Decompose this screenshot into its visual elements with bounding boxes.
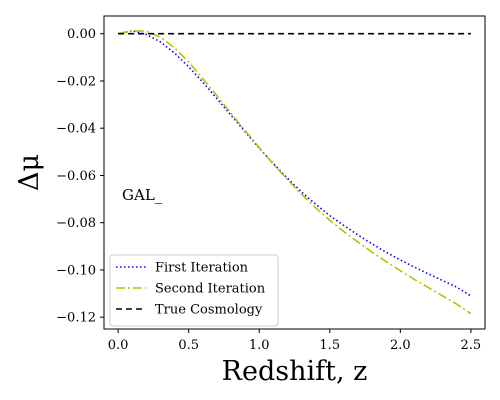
- y-tick-label: −0.10: [56, 263, 96, 278]
- y-tick-label: 0.00: [67, 27, 96, 42]
- chart-annotation: GAL_: [122, 186, 163, 204]
- y-tick-label: −0.08: [56, 216, 96, 231]
- series-layer: [117, 29, 472, 315]
- y-tick-label: −0.02: [56, 74, 96, 89]
- x-tick-label: 0.0: [108, 338, 129, 353]
- legend-label: First Iteration: [155, 261, 249, 276]
- legend-label: True Cosmology: [155, 303, 263, 318]
- x-tick-label: 1.0: [249, 338, 270, 353]
- legend-box: [109, 254, 279, 327]
- plot-frame: [103, 15, 486, 330]
- axes-layer: 0.0 0.5 1.0 1.5 2.0 2.5 0.00 −0.02 −0.04 −0.06 −0.…: [56, 15, 486, 353]
- y-tick-label: −0.04: [56, 122, 96, 137]
- x-tick-label: 1.5: [319, 338, 340, 353]
- y-tick-label: −0.06: [56, 169, 96, 184]
- legend: First Iteration Second Iteration True Cosm…: [109, 254, 279, 327]
- y-tick-label: −0.12: [56, 311, 96, 326]
- series-line-1: [117, 29, 472, 315]
- x-tick-label: 2.0: [390, 338, 411, 353]
- x-axis-label: Redshift, z: [222, 356, 368, 387]
- x-tick-label: 2.5: [461, 338, 482, 353]
- x-tick-label: 0.5: [178, 338, 199, 353]
- y-axis-label: Δμ: [14, 154, 45, 191]
- legend-label: Second Iteration: [155, 282, 266, 297]
- series-line-0: [117, 30, 472, 297]
